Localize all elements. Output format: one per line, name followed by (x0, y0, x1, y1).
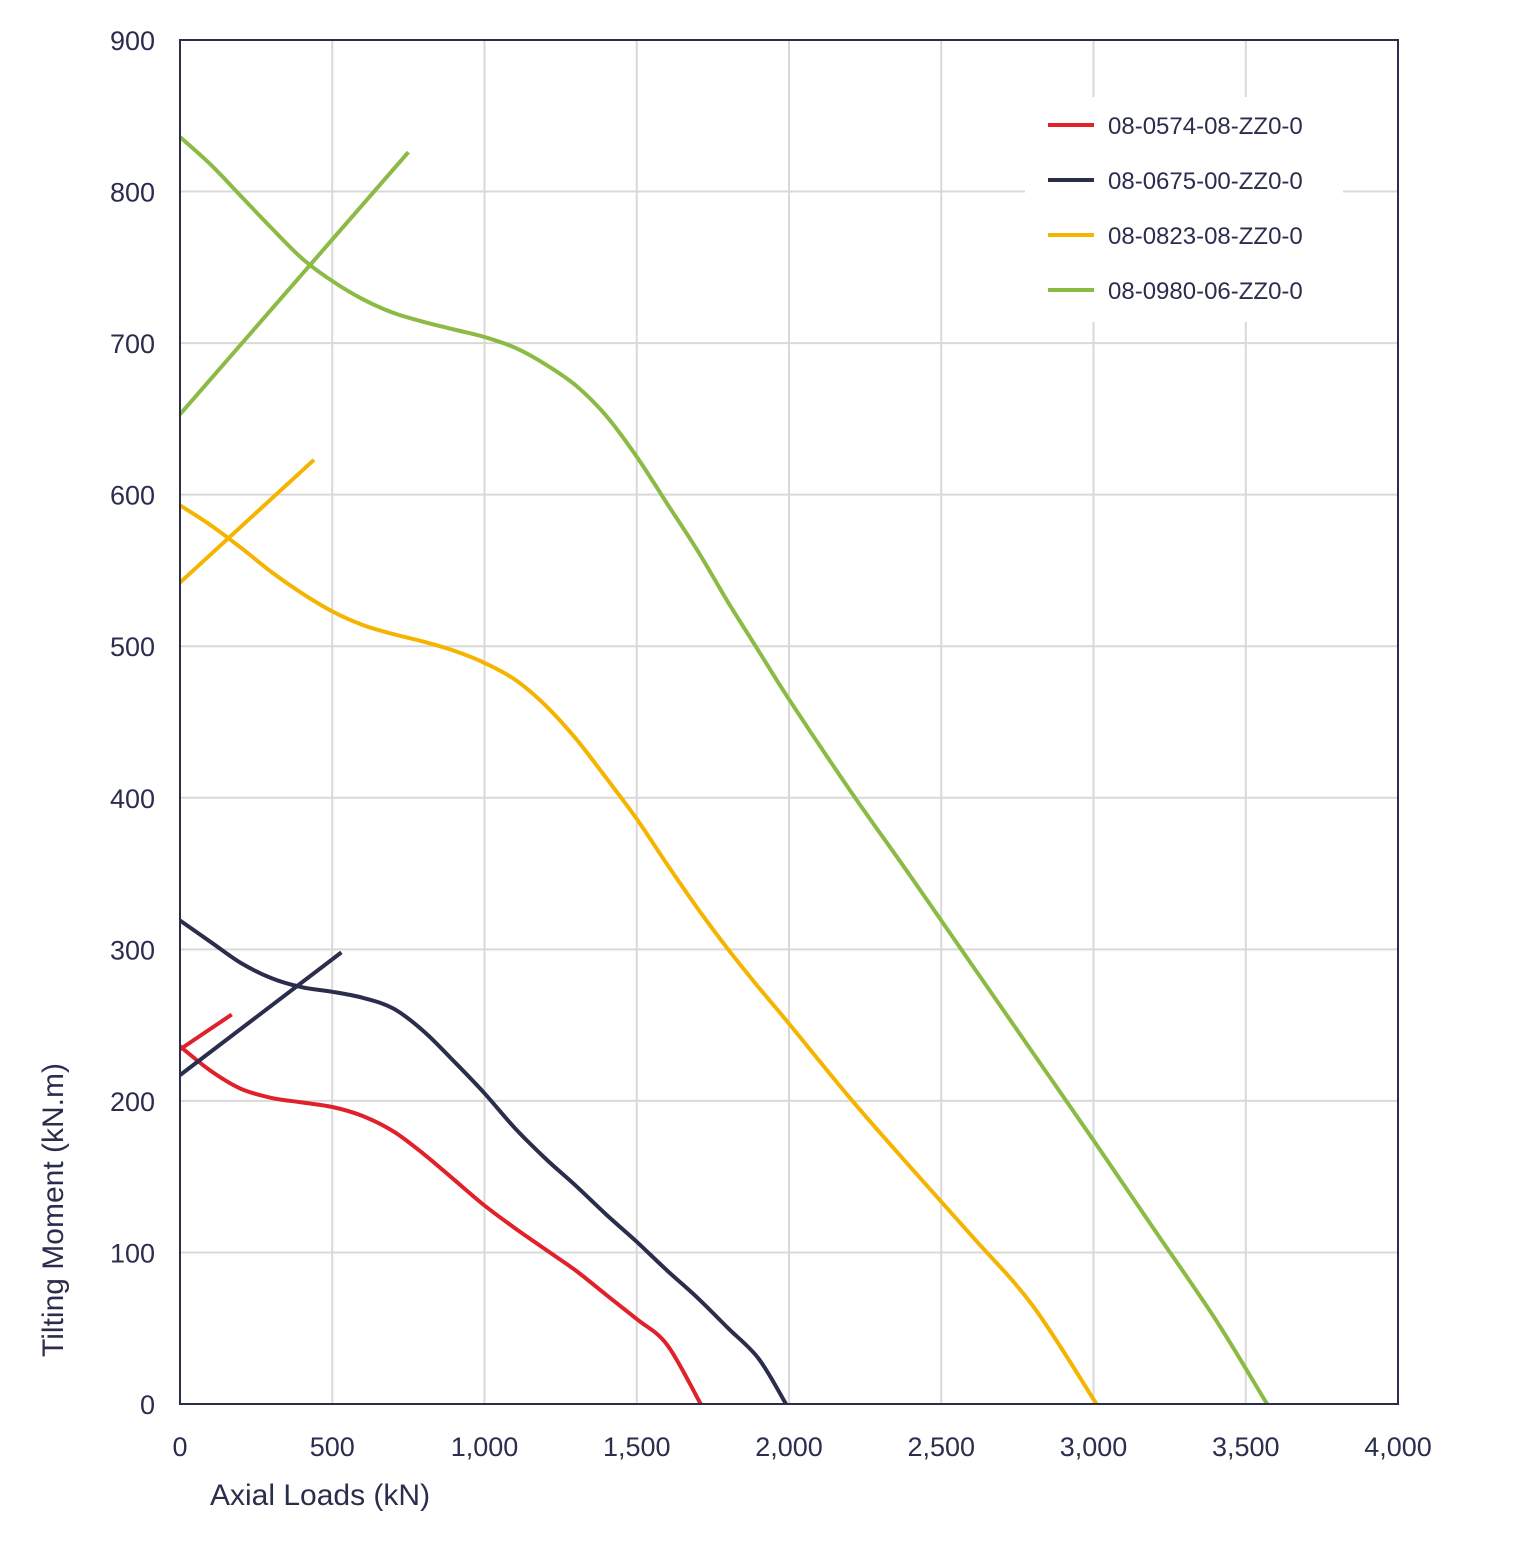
y-axis-title: Tilting Moment (kN.m) (37, 1063, 70, 1357)
series-line-1 (178, 1012, 233, 1052)
x-tick-label: 1,500 (603, 1432, 671, 1462)
y-tick-label: 400 (110, 784, 155, 814)
legend-label: 08-0574-08-ZZ0-0 (1108, 113, 1303, 140)
series-curve-2 (178, 918, 788, 1406)
x-tick-label: 2,500 (907, 1432, 975, 1462)
y-tick-label: 900 (110, 26, 155, 56)
x-tick-label: 1,000 (451, 1432, 519, 1462)
x-tick-label: 500 (310, 1432, 355, 1462)
x-tick-label: 3,000 (1060, 1432, 1128, 1462)
series-lines (178, 135, 1269, 1406)
series-line-4 (178, 150, 410, 416)
legend-label: 08-0675-00-ZZ0-0 (1108, 168, 1303, 195)
x-tick-label: 4,000 (1364, 1432, 1432, 1462)
plot-frame (179, 39, 1399, 1405)
x-tick-label: 2,000 (755, 1432, 823, 1462)
x-tick-label: 3,500 (1212, 1432, 1280, 1462)
series-line-2 (178, 950, 343, 1077)
legend: 08-0574-08-ZZ0-0 08-0675-00-ZZ0-0 08-0823-… (1025, 97, 1343, 322)
y-tick-label: 600 (110, 481, 155, 511)
y-tick-label: 500 (110, 632, 155, 662)
y-tick-label: 200 (110, 1087, 155, 1117)
x-axis-ticks: 0 500 1,000 1,500 2,000 2,500 3,000 3,500 4,000 (172, 1432, 1431, 1462)
legend-label: 08-0823-08-ZZ0-0 (1108, 223, 1303, 250)
y-tick-label: 700 (110, 329, 155, 359)
y-tick-label: 300 (110, 935, 155, 965)
legend-label: 08-0980-06-ZZ0-0 (1108, 278, 1303, 305)
legend-background (1025, 97, 1343, 322)
series-curve-1 (178, 1044, 703, 1405)
series-curve-4 (178, 135, 1269, 1406)
series-curve-3 (178, 503, 1099, 1406)
y-tick-label: 800 (110, 178, 155, 208)
x-tick-label: 0 (172, 1432, 187, 1462)
y-tick-label: 100 (110, 1238, 155, 1268)
x-axis-title: Axial Loads (kN) (210, 1479, 430, 1512)
y-tick-label: 0 (140, 1390, 155, 1420)
y-axis-ticks: 0 100 200 300 400 500 600 700 800 900 (110, 26, 155, 1420)
series-line-3 (178, 458, 316, 585)
